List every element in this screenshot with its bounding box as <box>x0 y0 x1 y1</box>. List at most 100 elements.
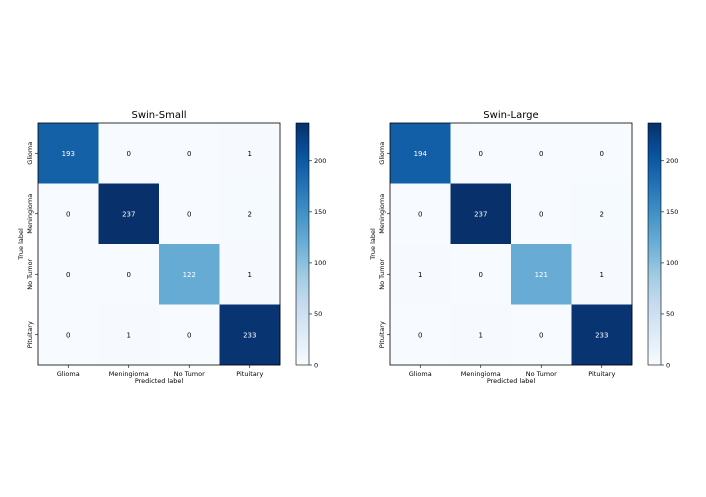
x-axis-label: Predicted label <box>487 377 535 385</box>
cell-value-label: 1 <box>127 331 131 339</box>
x-tick-label: Pituitary <box>236 370 263 378</box>
x-tick-labels: Glioma Meningioma No Tumor Pituitary <box>409 365 615 378</box>
cell-value-label: 0 <box>66 271 70 279</box>
heatmap-cell <box>38 244 99 305</box>
heatmap-cell <box>38 183 99 245</box>
y-tick-label: Meningioma <box>26 194 34 234</box>
heatmap-cell <box>219 123 281 184</box>
colorbar-ticks: 0 50 100 150 200 <box>661 157 678 369</box>
colorbar-tick-label: 0 <box>314 361 318 369</box>
cell-value-label: 237 <box>474 210 487 218</box>
heatmap-cell <box>159 183 220 245</box>
y-tick-label: Glioma <box>26 142 34 165</box>
plot-frame <box>389 122 633 366</box>
cell-value-label: 0 <box>479 271 483 279</box>
cell-value-label: 0 <box>418 331 422 339</box>
colorbar-gradient <box>647 122 662 366</box>
colorbar-tick-label: 50 <box>314 310 322 318</box>
heatmap-cell <box>98 304 160 366</box>
heatmap-cells: 194 0 0 0 0 237 0 2 1 0 121 1 0 1 0 233 <box>390 123 633 366</box>
colorbar-tick-label: 100 <box>314 259 326 267</box>
cell-value-label: 0 <box>66 210 70 218</box>
heatmap-cell <box>450 304 512 366</box>
heatmap-cell <box>390 244 451 305</box>
cell-value-label: 0 <box>187 210 191 218</box>
x-tick-label: Glioma <box>57 370 80 378</box>
chart-title: Swin-Small <box>131 110 186 121</box>
cell-value-label: 194 <box>414 150 428 158</box>
x-tick-label: Pituitary <box>588 370 615 378</box>
heatmap-cell <box>38 304 99 366</box>
cell-value-label: 0 <box>418 210 422 218</box>
heatmap-cell <box>159 304 220 366</box>
cell-value-label: 1 <box>418 271 422 279</box>
cell-value-label: 0 <box>127 271 131 279</box>
cell-value-label: 121 <box>535 271 548 279</box>
cell-value-label: 1 <box>248 150 252 158</box>
x-tick-label: Meningioma <box>461 370 501 378</box>
heatmap-cell <box>571 183 633 245</box>
heatmap-cell <box>571 123 633 184</box>
heatmap-cell <box>98 123 160 184</box>
colorbar-tick-label: 200 <box>314 157 326 165</box>
heatmap-cell <box>98 244 160 305</box>
y-tick-label: Pituitary <box>26 321 34 348</box>
y-axis-label: True label <box>17 228 25 261</box>
cell-value-label: 2 <box>600 210 604 218</box>
colorbar-tick-label: 50 <box>666 310 674 318</box>
heatmap-cell <box>219 304 281 366</box>
cell-value-label: 0 <box>539 150 543 158</box>
heatmap-cell <box>511 304 572 366</box>
heatmap-cell <box>571 244 633 305</box>
cell-value-label: 1 <box>248 271 252 279</box>
cell-value-label: 0 <box>66 331 70 339</box>
cell-value-label: 193 <box>62 150 75 158</box>
cell-value-label: 0 <box>539 210 543 218</box>
y-tick-label: Meningioma <box>378 194 386 234</box>
cell-value-label: 0 <box>600 150 604 158</box>
cell-value-label: 233 <box>243 331 256 339</box>
heatmap-cell <box>511 244 572 305</box>
swin-large-chart: Swin-Large 194 0 0 0 0 237 0 2 1 0 121 1 0 1 0 233 Glio… <box>369 110 678 385</box>
y-tick-labels: Glioma Meningioma No Tumor Pituitary <box>378 142 390 348</box>
x-tick-label: Glioma <box>409 370 432 378</box>
cell-value-label: 237 <box>122 210 135 218</box>
heatmap-cell <box>219 244 281 305</box>
x-axis-label: Predicted label <box>135 377 183 385</box>
y-tick-labels: Glioma Meningioma No Tumor Pituitary <box>26 142 38 348</box>
chart-title: Swin-Large <box>483 110 538 121</box>
x-tick-label: No Tumor <box>526 370 557 378</box>
heatmap-cell <box>390 183 451 245</box>
colorbar-gradient <box>295 122 310 366</box>
heatmap-cell <box>511 123 572 184</box>
y-tick-label: No Tumor <box>378 258 386 289</box>
heatmap-cell <box>38 123 99 184</box>
colorbar: 0 50 100 150 200 <box>295 122 326 369</box>
y-tick-label: Pituitary <box>378 321 386 348</box>
heatmap-cell <box>390 123 451 184</box>
colorbar-tick-label: 150 <box>666 208 678 216</box>
cell-value-label: 0 <box>539 331 543 339</box>
cell-value-label: 0 <box>187 331 191 339</box>
cell-value-label: 2 <box>248 210 252 218</box>
x-tick-label: No Tumor <box>174 370 205 378</box>
cell-value-label: 1 <box>600 271 604 279</box>
cell-value-label: 0 <box>479 150 483 158</box>
x-tick-label: Meningioma <box>109 370 149 378</box>
y-axis-label: True label <box>369 228 377 261</box>
plot-frame <box>37 122 281 366</box>
heatmap-cell <box>219 183 281 245</box>
colorbar-tick-label: 0 <box>666 361 670 369</box>
heatmap-cells: 193 0 0 1 0 237 0 2 0 0 122 1 0 1 0 233 <box>38 123 281 366</box>
x-tick-labels: Glioma Meningioma No Tumor Pituitary <box>57 365 263 378</box>
colorbar-tick-label: 200 <box>666 157 678 165</box>
colorbar-tick-label: 100 <box>666 259 678 267</box>
cell-value-label: 0 <box>187 150 191 158</box>
heatmap-cell <box>159 244 220 305</box>
colorbar: 0 50 100 150 200 <box>647 122 678 369</box>
heatmap-cell <box>390 304 451 366</box>
y-tick-label: No Tumor <box>26 258 34 289</box>
heatmap-cell <box>450 244 512 305</box>
heatmap-cell <box>511 183 572 245</box>
heatmap-cell <box>98 183 160 245</box>
